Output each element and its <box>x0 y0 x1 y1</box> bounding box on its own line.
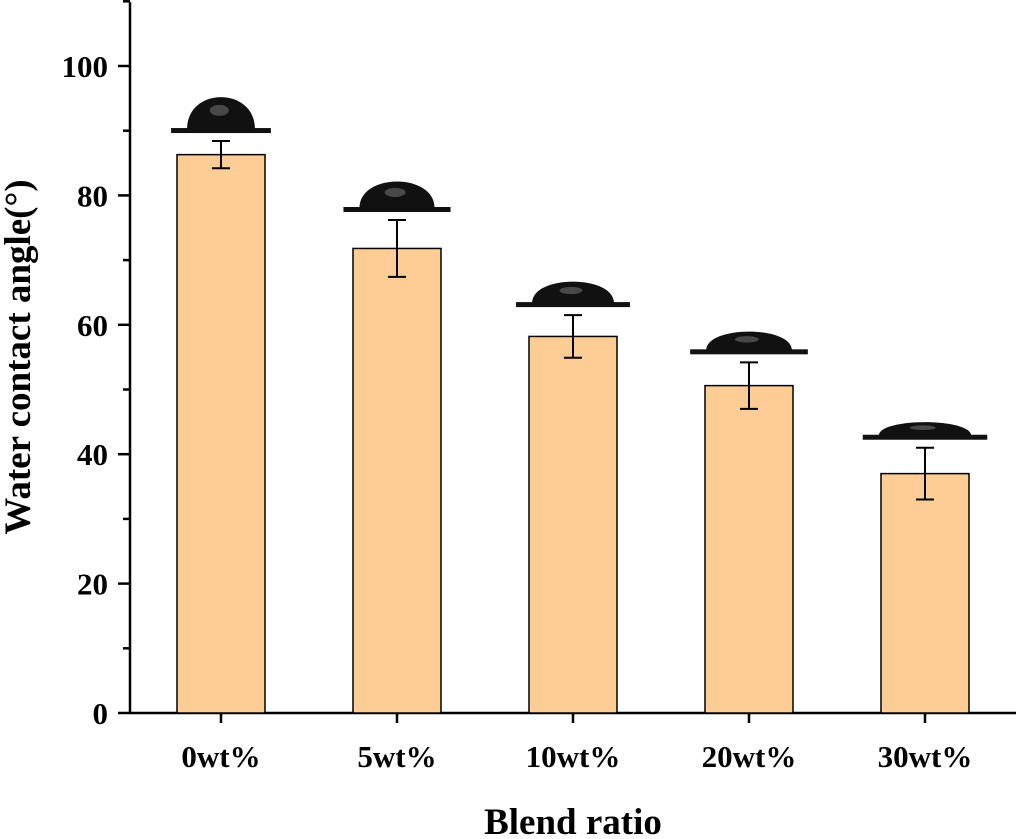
x-axis-ticks: 0wt% 5wt% 10wt% 20wt% 30wt% <box>181 713 972 774</box>
x-tick-label: 5wt% <box>357 739 436 774</box>
bar-10wt% <box>528 335 618 714</box>
y-tick-label: 0 <box>93 696 109 731</box>
y-tick-label: 100 <box>62 49 109 84</box>
bar-20wt% <box>704 384 794 714</box>
droplet-substrate <box>343 206 451 212</box>
error-bars <box>212 140 934 501</box>
y-tick-label: 60 <box>77 308 108 343</box>
x-tick-label: 0wt% <box>181 739 260 774</box>
droplet-highlight <box>559 286 583 295</box>
droplet-insets <box>171 97 988 440</box>
bar-30wt% <box>880 472 970 714</box>
x-axis-label: Blend ratio <box>484 802 662 839</box>
droplet-highlight <box>209 104 229 116</box>
droplet-highlight <box>909 425 936 431</box>
x-tick-label: 10wt% <box>526 739 621 774</box>
bar-0wt% <box>176 153 266 714</box>
droplet-highlight <box>734 336 759 343</box>
bars <box>176 153 970 714</box>
bar-5wt% <box>352 247 442 714</box>
droplet-substrate <box>516 302 630 308</box>
droplet-substrate <box>862 434 988 440</box>
y-tick-label: 20 <box>77 567 108 602</box>
y-axis-label: Water contact angle(°) <box>0 179 39 534</box>
droplet-highlight <box>384 187 406 197</box>
y-tick-label: 40 <box>77 437 108 472</box>
y-axis-ticks: 0 20 40 60 80 100 <box>62 0 130 731</box>
droplet-substrate <box>690 349 808 355</box>
droplet-substrate <box>171 128 271 134</box>
y-tick-label: 80 <box>77 178 108 213</box>
x-tick-label: 20wt% <box>702 739 797 774</box>
x-tick-label: 30wt% <box>878 739 973 774</box>
